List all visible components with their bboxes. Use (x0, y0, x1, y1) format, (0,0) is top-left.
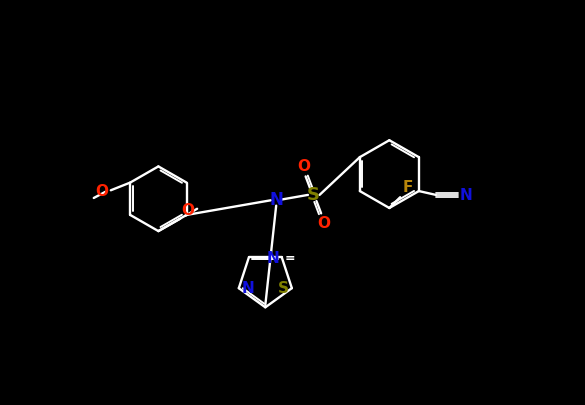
Text: O: O (297, 159, 310, 174)
Text: N: N (269, 191, 283, 209)
Text: O: O (317, 216, 330, 231)
Text: N: N (267, 251, 280, 266)
Text: N: N (460, 188, 473, 203)
Text: S: S (307, 186, 320, 204)
Text: O: O (181, 203, 195, 218)
Text: F: F (402, 180, 413, 195)
Text: S: S (278, 281, 289, 296)
Text: =: = (285, 252, 295, 265)
Text: O: O (95, 184, 108, 199)
Text: N: N (242, 281, 254, 296)
